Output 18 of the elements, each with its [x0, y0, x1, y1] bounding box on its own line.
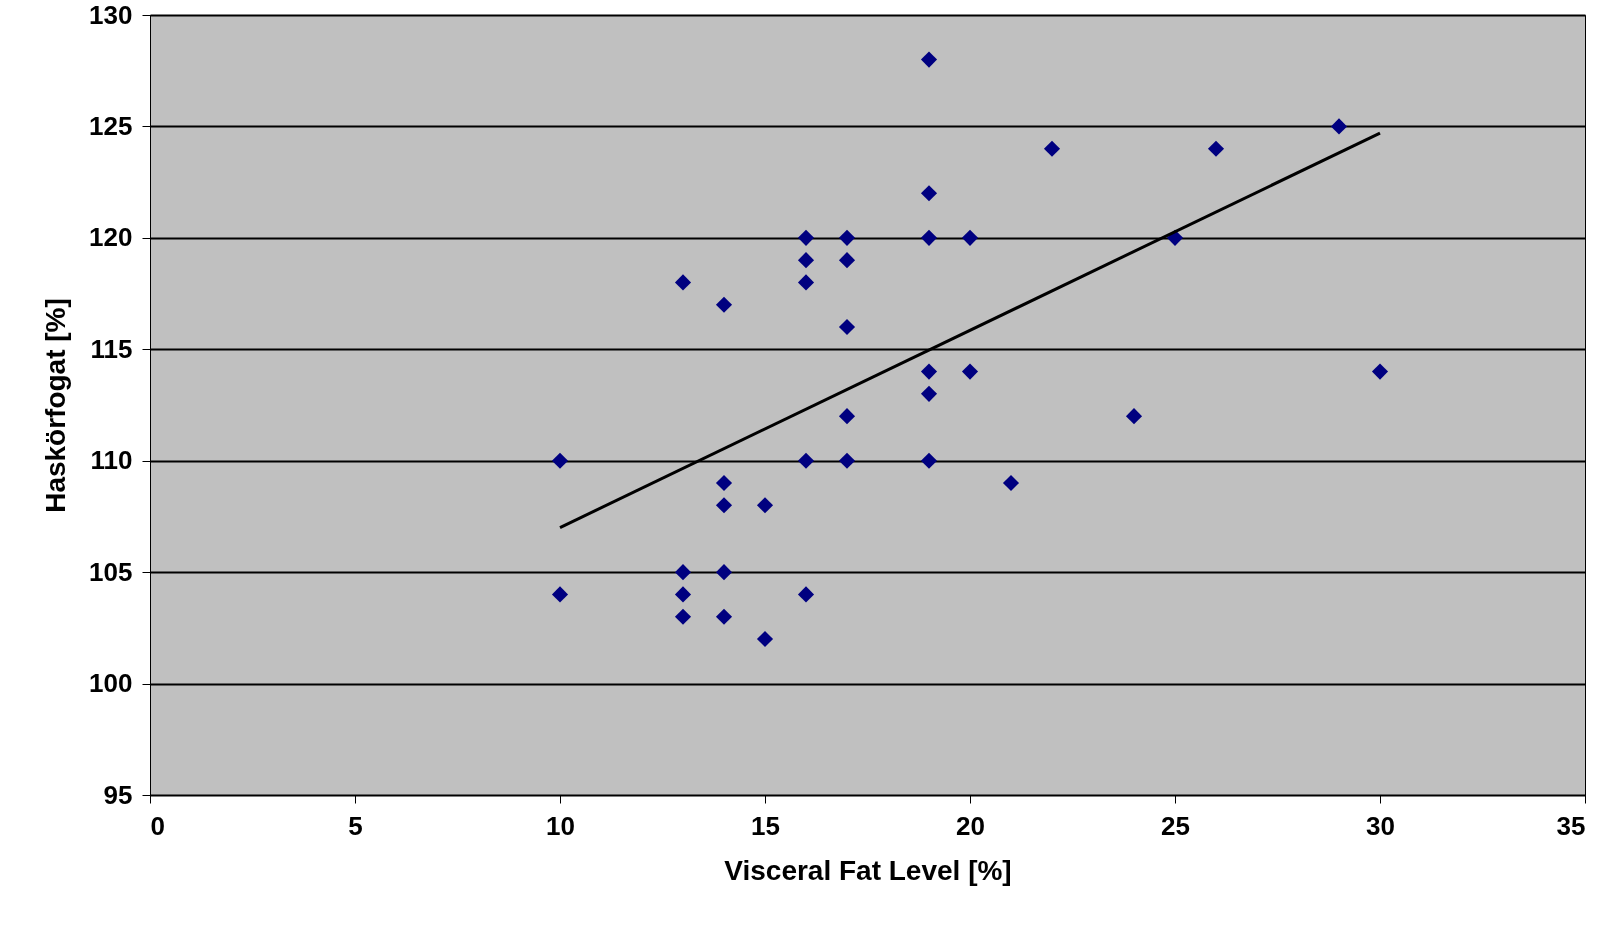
x-tick-label: 15 [751, 810, 780, 841]
y-tick-label: 100 [89, 668, 133, 699]
x-axis-title: Visceral Fat Level [%] [724, 854, 1012, 886]
y-tick-label: 125 [89, 110, 133, 141]
y-tick-label: 120 [89, 222, 133, 253]
y-tick-label: 105 [89, 556, 133, 587]
x-tick-label: 10 [546, 810, 575, 841]
x-tick-label: 30 [1366, 810, 1395, 841]
y-tick-label: 115 [90, 333, 133, 364]
y-tick-label: 110 [90, 445, 133, 476]
x-tick-label: 0 [150, 810, 165, 841]
y-axis-title: Haskörfogat [%] [40, 298, 72, 513]
x-tick-label: 5 [348, 810, 363, 841]
x-tick-label: 20 [956, 810, 985, 841]
y-tick-label: 130 [89, 0, 133, 30]
x-tick-label: 35 [1556, 810, 1586, 841]
y-tick-label: 95 [103, 779, 133, 810]
x-tick-label: 25 [1161, 810, 1190, 841]
